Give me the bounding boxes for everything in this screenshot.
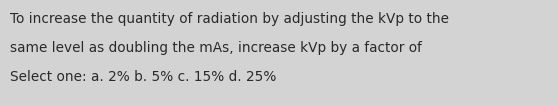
Text: same level as doubling the mAs, increase kVp by a factor of: same level as doubling the mAs, increase… — [10, 41, 422, 55]
Text: Select one: a. 2% b. 5% c. 15% d. 25%: Select one: a. 2% b. 5% c. 15% d. 25% — [10, 70, 276, 84]
Text: To increase the quantity of radiation by adjusting the kVp to the: To increase the quantity of radiation by… — [10, 12, 449, 26]
